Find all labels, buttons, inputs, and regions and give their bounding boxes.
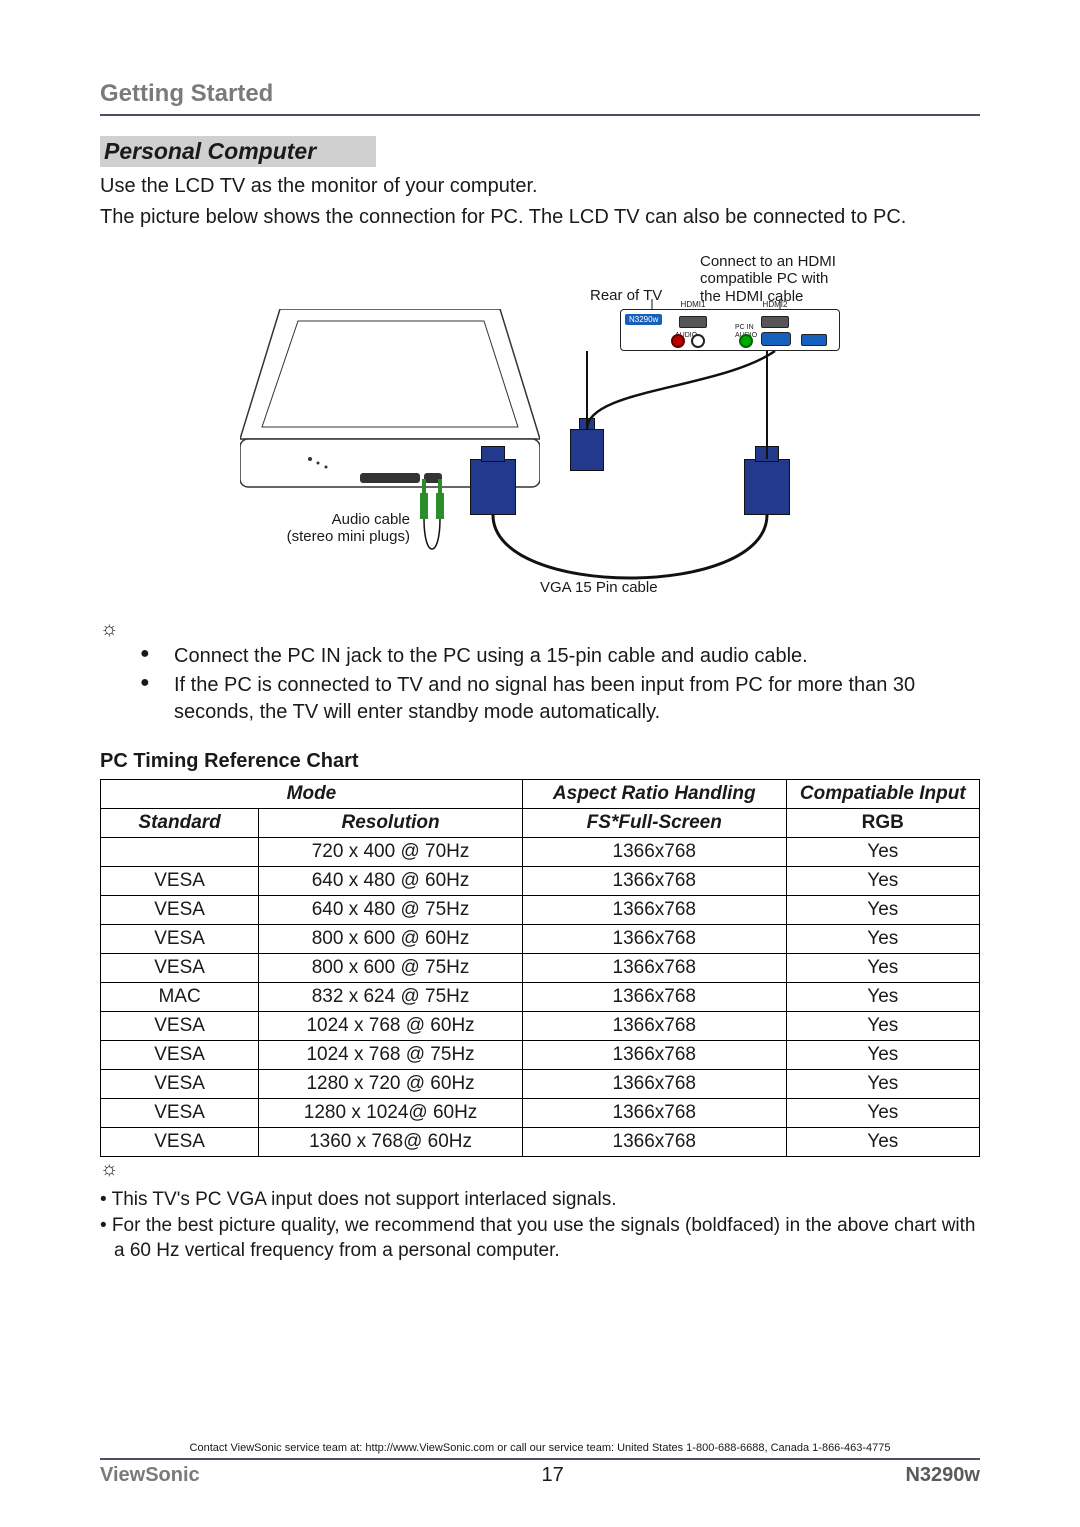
table-cell: VESA	[101, 925, 259, 954]
table-cell: VESA	[101, 1041, 259, 1070]
table-row: VESA800 x 600 @ 75Hz1366x768Yes	[101, 954, 980, 983]
footer-brand: ViewSonic	[100, 1464, 200, 1487]
label-rear-of-tv: Rear of TV	[590, 287, 662, 304]
table-cell: Yes	[786, 1070, 979, 1099]
note-icon-2: ☼	[100, 1159, 118, 1179]
table-cell: Yes	[786, 1041, 979, 1070]
audio-plug-laptop	[420, 479, 428, 519]
footer-model: N3290w	[905, 1464, 980, 1487]
table-cell: 1366x768	[522, 1128, 786, 1157]
table-cell: 640 x 480 @ 75Hz	[259, 896, 523, 925]
table-cell: 1366x768	[522, 1099, 786, 1128]
table-cell: VESA	[101, 1128, 259, 1157]
table-cell	[101, 838, 259, 867]
col-mode: Mode	[101, 780, 523, 809]
table-cell: 1366x768	[522, 867, 786, 896]
instruction-list: Connect the PC IN jack to the PC using a…	[100, 643, 980, 726]
table-cell: 1366x768	[522, 1012, 786, 1041]
label-hdmi-note-1: Connect to an HDMI	[700, 253, 870, 270]
footnote-1: • This TV's PC VGA input does not suppor…	[100, 1187, 980, 1213]
table-cell: Yes	[786, 925, 979, 954]
footnotes: • This TV's PC VGA input does not suppor…	[100, 1187, 980, 1264]
table-cell: VESA	[101, 954, 259, 983]
table-cell: VESA	[101, 896, 259, 925]
table-row: VESA1280 x 1024@ 60Hz1366x768Yes	[101, 1099, 980, 1128]
table-cell: Yes	[786, 1128, 979, 1157]
port-label-hdmi2: HDMI2	[755, 300, 795, 309]
col-standard: Standard	[101, 809, 259, 838]
table-cell: Yes	[786, 983, 979, 1012]
table-cell: Yes	[786, 838, 979, 867]
table-row: VESA640 x 480 @ 60Hz1366x768Yes	[101, 867, 980, 896]
col-fs: FS*Full-Screen	[522, 809, 786, 838]
table-cell: 1024 x 768 @ 75Hz	[259, 1041, 523, 1070]
tv-rear-panel: N3290w HDMI1 HDMI2 AUDIO PC IN AUDIO	[620, 309, 840, 351]
port-label-pcin: PC IN	[735, 324, 754, 331]
subsection-title: Personal Computer	[100, 136, 376, 167]
vga-connector-tv	[744, 459, 790, 515]
table-cell: 1280 x 720 @ 60Hz	[259, 1070, 523, 1099]
audio-plug-tv	[436, 479, 444, 519]
footer-page-number: 17	[541, 1464, 563, 1487]
table-cell: 1024 x 768 @ 60Hz	[259, 1012, 523, 1041]
col-rgb: RGB	[786, 809, 979, 838]
table-cell: VESA	[101, 867, 259, 896]
label-hdmi-note-2: compatible PC with	[700, 270, 870, 287]
table-row: VESA1024 x 768 @ 75Hz1366x768Yes	[101, 1041, 980, 1070]
table-row: VESA1360 x 768@ 60Hz1366x768Yes	[101, 1128, 980, 1157]
note-icon: ☼	[100, 619, 118, 639]
table-row: VESA1280 x 720 @ 60Hz1366x768Yes	[101, 1070, 980, 1099]
label-audio-cable-2: (stereo mini plugs)	[280, 528, 410, 545]
table-row: 720 x 400 @ 70Hz1366x768Yes	[101, 838, 980, 867]
instruction-2: If the PC is connected to TV and no sign…	[140, 672, 980, 726]
table-cell: 1360 x 768@ 60Hz	[259, 1128, 523, 1157]
table-cell: 1366x768	[522, 954, 786, 983]
table-cell: Yes	[786, 896, 979, 925]
table-cell: 800 x 600 @ 75Hz	[259, 954, 523, 983]
table-row: MAC832 x 624 @ 75Hz1366x768Yes	[101, 983, 980, 1012]
chart-title: PC Timing Reference Chart	[100, 750, 980, 773]
label-vga-cable: VGA 15 Pin cable	[540, 579, 658, 596]
table-cell: VESA	[101, 1070, 259, 1099]
table-cell: 720 x 400 @ 70Hz	[259, 838, 523, 867]
footnote-2: • For the best picture quality, we recom…	[100, 1213, 980, 1264]
col-compat: Compatiable Input	[786, 780, 979, 809]
intro-line-1: Use the LCD TV as the monitor of your co…	[100, 173, 980, 200]
table-cell: Yes	[786, 1099, 979, 1128]
intro-line-2: The picture below shows the connection f…	[100, 204, 980, 231]
port-label-hdmi1: HDMI1	[673, 300, 713, 309]
model-badge: N3290w	[625, 314, 662, 325]
col-resolution: Resolution	[259, 809, 523, 838]
page-footer: Contact ViewSonic service team at: http:…	[100, 1442, 980, 1487]
hdmi-connector	[570, 429, 604, 471]
table-cell: 640 x 480 @ 60Hz	[259, 867, 523, 896]
footer-contact: Contact ViewSonic service team at: http:…	[100, 1442, 980, 1460]
table-cell: 1366x768	[522, 1070, 786, 1099]
table-cell: 1366x768	[522, 1041, 786, 1070]
table-row: VESA1024 x 768 @ 60Hz1366x768Yes	[101, 1012, 980, 1041]
table-row: VESA640 x 480 @ 75Hz1366x768Yes	[101, 896, 980, 925]
timing-chart: Mode Aspect Ratio Handling Compatiable I…	[100, 779, 980, 1157]
vga-connector-laptop	[470, 459, 516, 515]
table-cell: 832 x 624 @ 75Hz	[259, 983, 523, 1012]
table-cell: VESA	[101, 1012, 259, 1041]
table-cell: MAC	[101, 983, 259, 1012]
table-cell: 1366x768	[522, 838, 786, 867]
connection-diagram: Rear of TV Connect to an HDMI compatible…	[100, 249, 980, 609]
table-cell: VESA	[101, 1099, 259, 1128]
instruction-1: Connect the PC IN jack to the PC using a…	[140, 643, 980, 670]
table-cell: 1366x768	[522, 896, 786, 925]
table-cell: 1366x768	[522, 925, 786, 954]
table-cell: 800 x 600 @ 60Hz	[259, 925, 523, 954]
table-cell: 1280 x 1024@ 60Hz	[259, 1099, 523, 1128]
table-cell: Yes	[786, 954, 979, 983]
table-row: VESA800 x 600 @ 60Hz1366x768Yes	[101, 925, 980, 954]
table-cell: Yes	[786, 867, 979, 896]
table-cell: 1366x768	[522, 983, 786, 1012]
table-cell: Yes	[786, 1012, 979, 1041]
col-aspect: Aspect Ratio Handling	[522, 780, 786, 809]
section-header: Getting Started	[100, 80, 980, 116]
